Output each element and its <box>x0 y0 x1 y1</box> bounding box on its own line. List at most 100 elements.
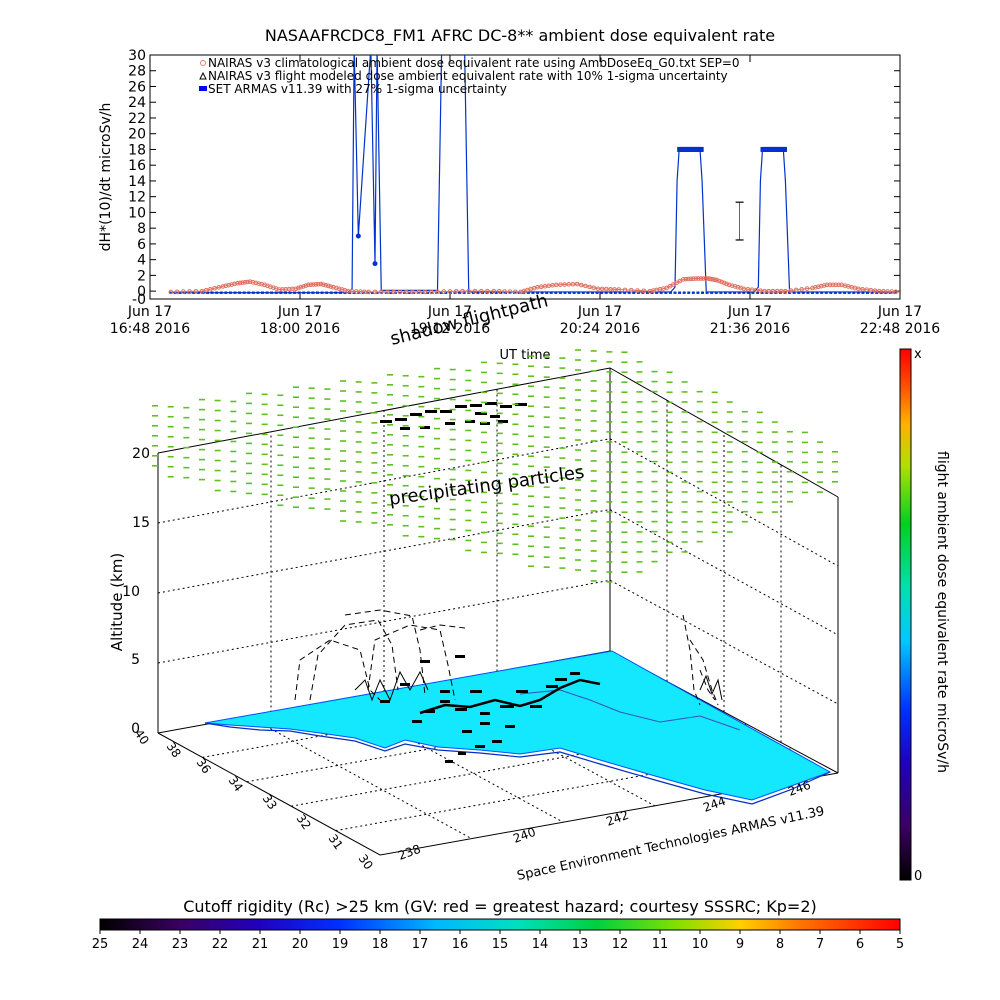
series-nairas-point <box>758 288 763 293</box>
particle-dash <box>371 462 378 464</box>
particle-dash <box>559 547 566 549</box>
series-nairas-point <box>372 289 378 295</box>
particle-dash <box>651 440 658 443</box>
particle-dash <box>387 484 394 486</box>
particle-dash <box>696 420 703 423</box>
x-tick-label-time: 16:48 2016 <box>110 321 191 337</box>
series-nairas-point <box>331 284 336 290</box>
particle-dash <box>402 474 409 477</box>
particle-dash <box>756 491 763 494</box>
series-nairas-point <box>168 289 174 295</box>
x-tick-label-date: Jun 17 <box>127 304 172 320</box>
particle-dash <box>465 549 472 552</box>
particle-dash <box>465 439 472 442</box>
particle-dash <box>606 381 613 383</box>
particle-dash <box>801 451 808 454</box>
particle-dash <box>666 421 673 424</box>
particle-dash <box>590 470 597 472</box>
particle-dash <box>481 531 488 534</box>
particle-dash <box>651 390 658 393</box>
particle-dash <box>666 371 673 374</box>
particle-dash <box>575 549 582 551</box>
y-tick-label: 10 <box>128 205 146 221</box>
series-nairas-point <box>674 280 679 286</box>
particle-dash <box>230 460 237 463</box>
series-armas-point <box>265 291 269 294</box>
particle-dash <box>606 541 613 543</box>
particle-dash <box>711 521 718 524</box>
particle-dash <box>726 531 733 533</box>
particle-dash <box>771 451 778 453</box>
series-armas-point <box>673 291 677 294</box>
particle-dash <box>666 461 673 464</box>
particle-dash <box>636 381 643 383</box>
particle-dash <box>606 571 613 573</box>
particle-dash <box>528 465 535 468</box>
particle-dash <box>726 491 733 493</box>
series-armas-point <box>242 291 246 294</box>
particle-dash <box>402 414 409 417</box>
particle-dash <box>681 511 688 513</box>
bottom-colorbar-tick-label: 6 <box>856 937 864 952</box>
particle-dash <box>816 451 823 453</box>
particle-dash <box>512 383 519 386</box>
particle-dash <box>261 463 268 466</box>
particle-dash <box>711 391 718 394</box>
particle-dash <box>418 455 425 458</box>
series-nairas-point <box>872 288 878 293</box>
particle-dash <box>681 541 688 543</box>
particle-dash <box>465 459 472 462</box>
series-nairas-point <box>778 288 784 294</box>
series-nairas-point <box>485 288 490 294</box>
bottom-colorbar-tick-label: 12 <box>612 937 629 952</box>
series-armas-point <box>355 233 361 239</box>
x-tick-label-date: Jun 17 <box>727 304 772 320</box>
particle-dash <box>711 421 718 424</box>
particle-dash <box>636 481 643 483</box>
particle-dash <box>214 399 221 402</box>
particle-dash <box>199 428 206 431</box>
series-nairas-point <box>181 289 186 294</box>
particle-dash <box>214 489 221 492</box>
particle-dash <box>434 487 441 490</box>
particle-dash <box>277 394 284 397</box>
particle-dash <box>449 438 456 441</box>
particle-dash <box>371 482 378 484</box>
particle-dash <box>496 552 503 555</box>
series-nairas-point <box>603 286 609 292</box>
series-nairas-point <box>212 285 217 291</box>
series-nairas-point <box>749 287 755 293</box>
particle-dash <box>621 401 628 404</box>
lat-tick-label: 32 <box>294 812 314 833</box>
particle-dash <box>355 521 362 523</box>
particle-dash <box>340 470 347 472</box>
particle-dash <box>183 466 190 469</box>
series-armas-point <box>751 291 755 294</box>
particle-dash <box>308 507 315 509</box>
particle-dash <box>355 441 362 443</box>
series-nairas-point <box>428 289 434 295</box>
series-armas-point <box>558 291 562 294</box>
series-nairas-point <box>391 289 397 295</box>
series-armas-point <box>833 291 837 294</box>
particle-dash <box>293 476 300 479</box>
particle-dash <box>512 463 519 466</box>
particle-dash <box>246 462 253 465</box>
particle-dash <box>621 551 628 554</box>
particle-dash <box>741 520 748 523</box>
particle-dash <box>606 421 613 423</box>
bottom-colorbar-tick-label: 13 <box>572 937 589 952</box>
particle-dash <box>167 425 174 428</box>
particle-dash <box>230 440 237 443</box>
series-nairas-point <box>336 286 342 292</box>
particle-dash <box>308 487 315 489</box>
series-armas-point <box>664 291 668 294</box>
series-nairas-point <box>232 281 237 287</box>
particle-dash <box>666 501 673 504</box>
particle-dash <box>575 369 582 371</box>
series-nairas-point <box>735 284 741 290</box>
particle-dash <box>756 471 763 474</box>
series-nairas-point <box>216 285 222 290</box>
